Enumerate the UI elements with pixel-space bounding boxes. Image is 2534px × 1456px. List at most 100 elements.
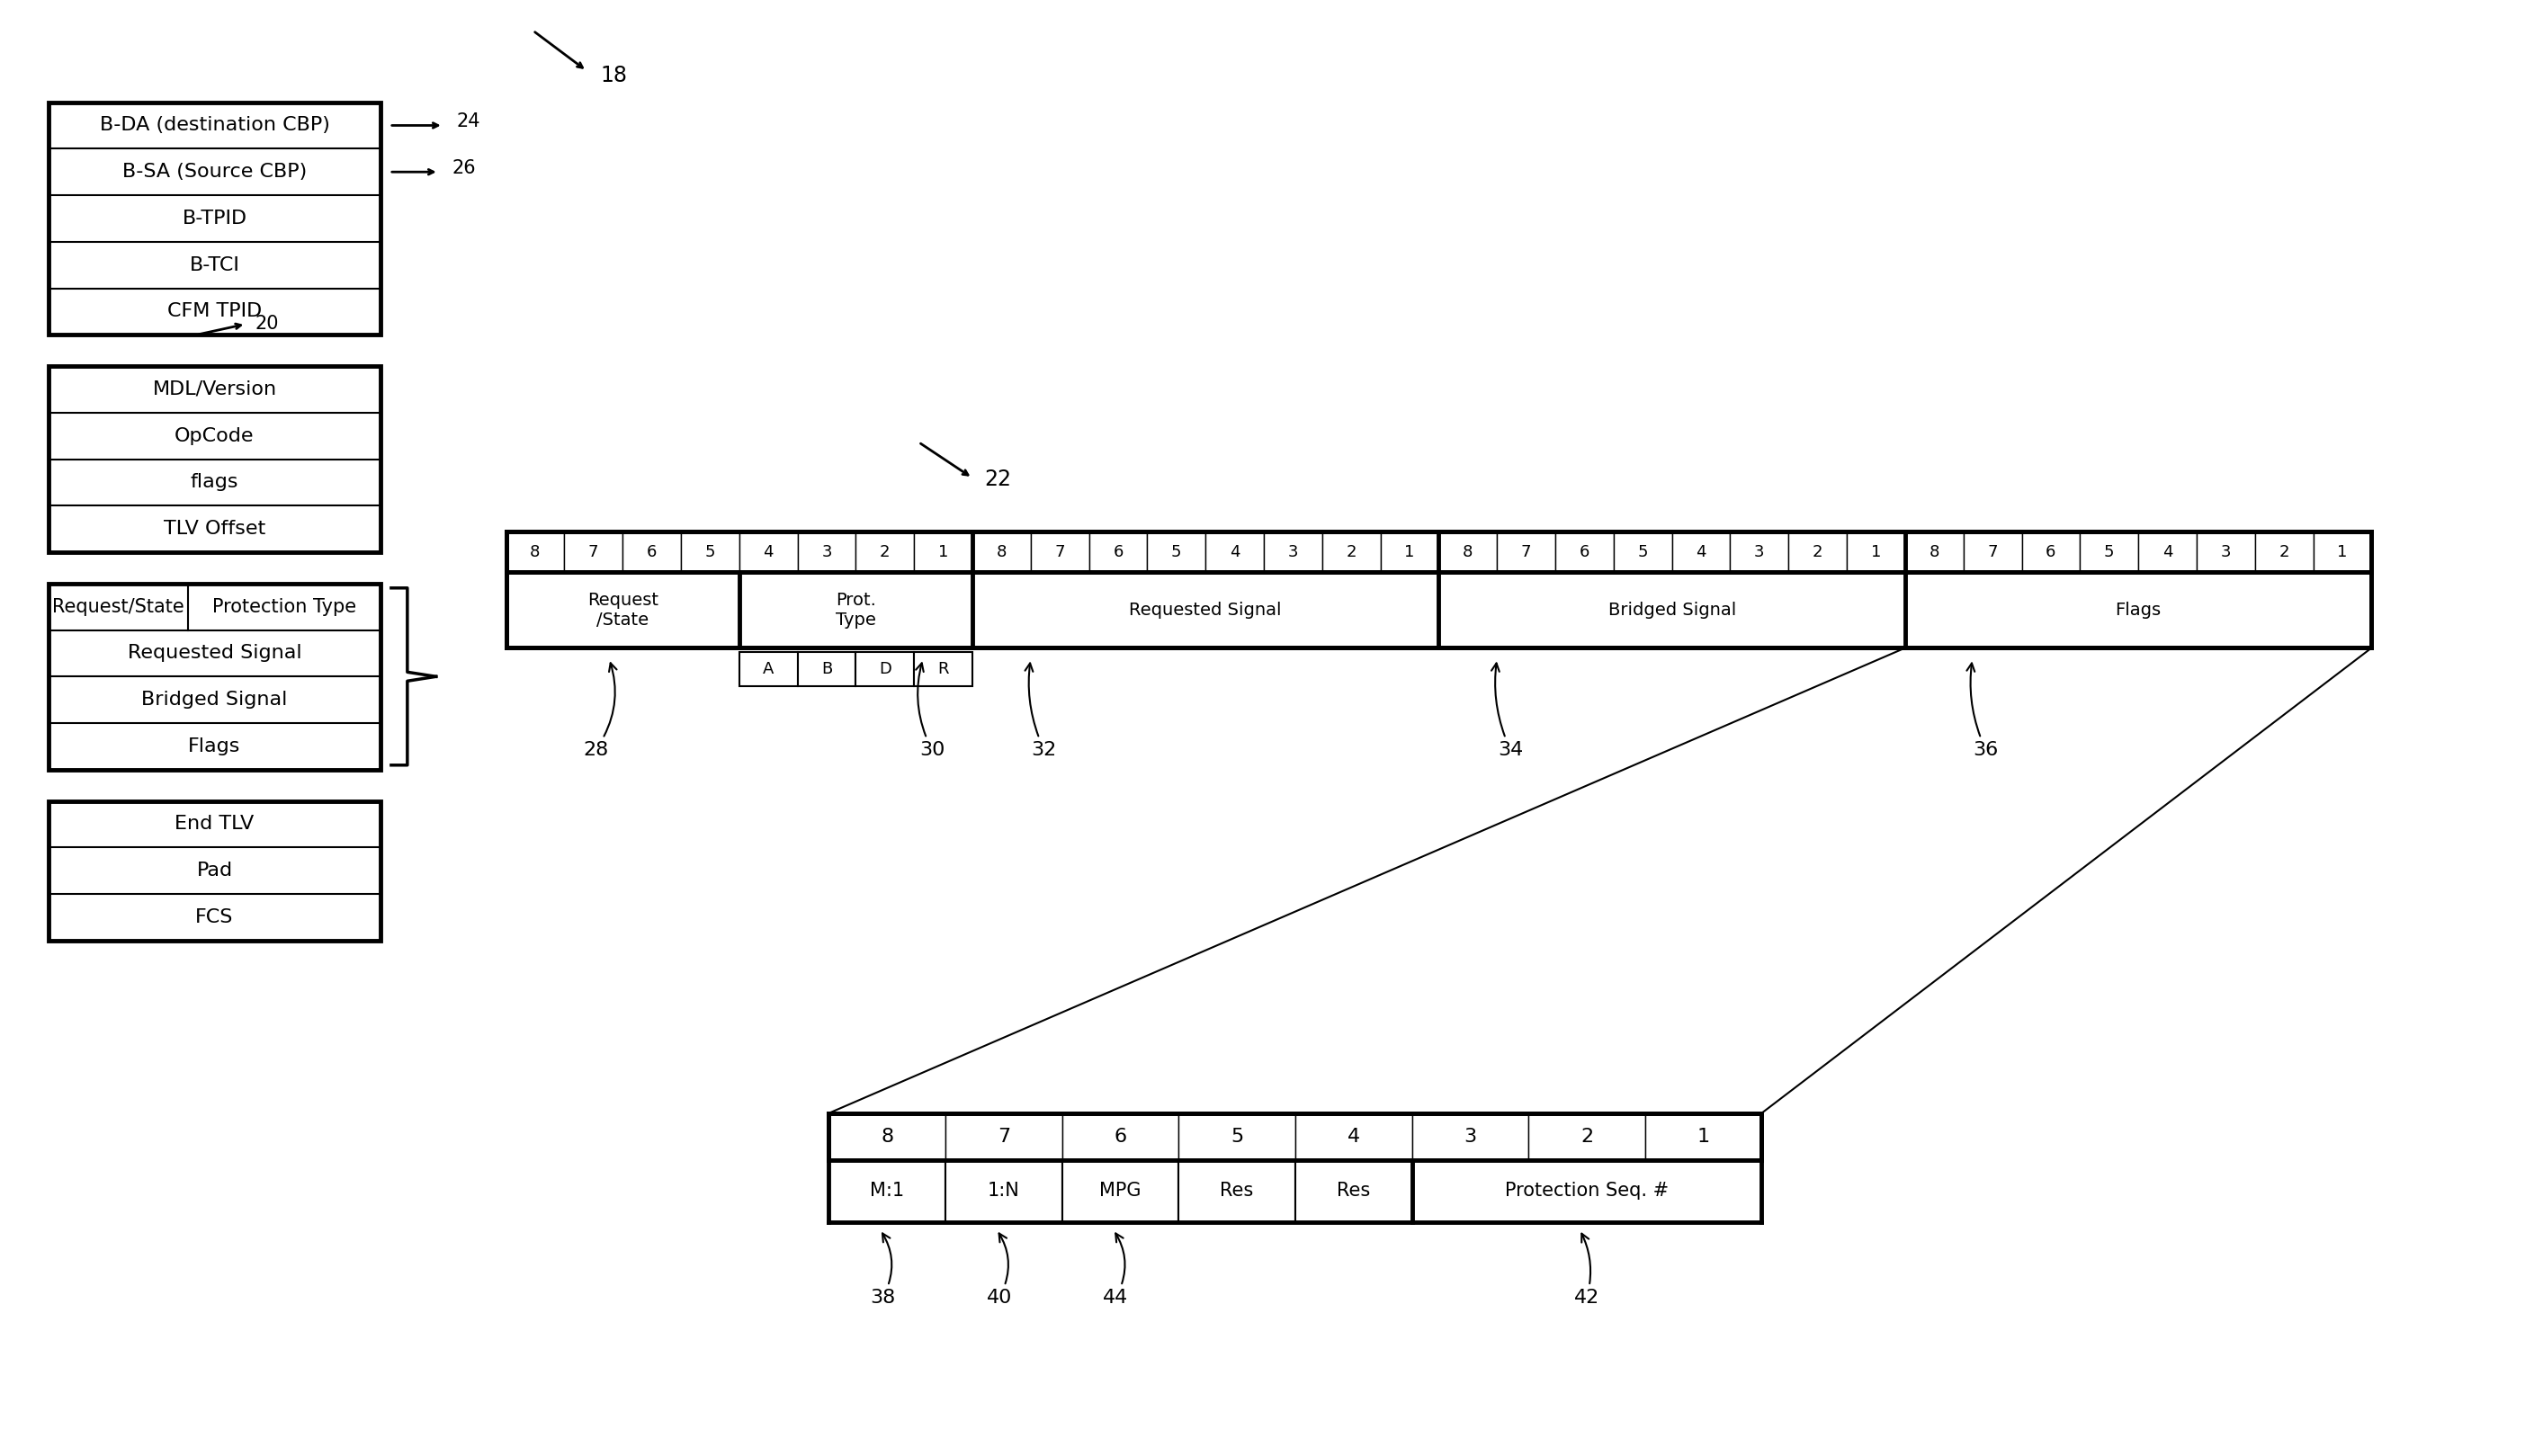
Text: R: R	[938, 661, 948, 677]
Bar	[1295, 1159, 1411, 1223]
Bar	[48, 102, 380, 335]
Bar	[856, 531, 915, 572]
Bar	[682, 531, 740, 572]
Text: 8: 8	[530, 543, 540, 561]
Text: 8: 8	[1928, 543, 1939, 561]
Text: 44: 44	[1102, 1233, 1128, 1306]
Bar	[973, 572, 1439, 648]
Text: 6: 6	[1115, 1127, 1128, 1146]
Bar	[1031, 531, 1090, 572]
Text: 1:N: 1:N	[988, 1182, 1019, 1200]
Text: B: B	[821, 661, 831, 677]
Text: MPG: MPG	[1100, 1182, 1140, 1200]
Bar	[1556, 531, 1614, 572]
Text: 4: 4	[1348, 1127, 1361, 1146]
Bar	[1264, 531, 1323, 572]
Text: 7: 7	[1054, 543, 1064, 561]
Bar	[2080, 531, 2139, 572]
Text: 6: 6	[1579, 543, 1589, 561]
Text: Requested Signal: Requested Signal	[1130, 601, 1282, 619]
Text: 3: 3	[1465, 1127, 1477, 1146]
Bar	[1789, 531, 1847, 572]
Text: End TLV: End TLV	[175, 815, 253, 833]
Text: Protection Seq. #: Protection Seq. #	[1505, 1182, 1670, 1200]
Text: D: D	[879, 661, 892, 677]
Bar	[973, 531, 1031, 572]
Text: B-DA (destination CBP): B-DA (destination CBP)	[99, 116, 329, 134]
Bar	[1847, 531, 1906, 572]
Text: Protection Type: Protection Type	[213, 598, 357, 616]
Text: flags: flags	[190, 473, 238, 492]
Text: 5: 5	[704, 543, 715, 561]
Bar	[507, 572, 740, 648]
Text: 38: 38	[869, 1233, 895, 1306]
Text: 5: 5	[1232, 1127, 1244, 1146]
Bar	[829, 1114, 945, 1159]
Text: 5: 5	[1637, 543, 1647, 561]
Bar	[1411, 1114, 1528, 1159]
Text: MDL/Version: MDL/Version	[152, 380, 276, 399]
Text: 3: 3	[2220, 543, 2230, 561]
Text: 1: 1	[1404, 543, 1414, 561]
Bar	[1906, 572, 2372, 648]
Bar	[48, 584, 380, 770]
Text: 28: 28	[583, 662, 616, 759]
Bar	[829, 1159, 945, 1223]
Text: 1: 1	[2336, 543, 2346, 561]
Bar	[945, 1114, 1062, 1159]
Bar	[565, 531, 623, 572]
Text: 2: 2	[2278, 543, 2288, 561]
Text: 20: 20	[256, 314, 279, 333]
Text: 6: 6	[2045, 543, 2055, 561]
Bar	[915, 531, 973, 572]
Text: Bridged Signal: Bridged Signal	[1609, 601, 1736, 619]
Text: A: A	[763, 661, 773, 677]
Text: 7: 7	[998, 1127, 1011, 1146]
Bar	[1906, 531, 1964, 572]
Text: 7: 7	[1987, 543, 1997, 561]
Bar	[856, 652, 915, 686]
Bar	[507, 572, 2372, 648]
Text: 2: 2	[1346, 543, 1356, 561]
Text: B-TPID: B-TPID	[182, 210, 246, 227]
Bar	[48, 365, 380, 552]
Text: Requested Signal: Requested Signal	[127, 645, 302, 662]
Bar	[1178, 1114, 1295, 1159]
Bar	[1645, 1114, 1761, 1159]
Text: 40: 40	[986, 1233, 1011, 1306]
Text: 5: 5	[1171, 543, 1181, 561]
Text: 7: 7	[588, 543, 598, 561]
Bar	[1206, 531, 1264, 572]
Text: 22: 22	[983, 469, 1011, 491]
Text: 8: 8	[996, 543, 1006, 561]
Text: CFM TPID: CFM TPID	[167, 303, 261, 320]
Text: 36: 36	[1966, 664, 1999, 759]
Bar	[1439, 572, 1906, 648]
Bar	[1528, 1114, 1645, 1159]
Text: 34: 34	[1493, 664, 1523, 759]
Text: 2: 2	[1812, 543, 1822, 561]
Text: 4: 4	[1229, 543, 1239, 561]
Bar	[829, 1114, 1761, 1159]
Bar	[915, 652, 973, 686]
Bar	[1148, 531, 1206, 572]
Text: 2: 2	[1581, 1127, 1594, 1146]
Text: 26: 26	[451, 159, 476, 178]
Bar	[1323, 531, 1381, 572]
Text: 3: 3	[1287, 543, 1297, 561]
Text: 24: 24	[456, 114, 481, 131]
Text: 8: 8	[1462, 543, 1472, 561]
Text: 1: 1	[938, 543, 948, 561]
Text: 7: 7	[1520, 543, 1531, 561]
Bar	[1439, 531, 1498, 572]
Bar	[2314, 531, 2372, 572]
Text: Res: Res	[1221, 1182, 1254, 1200]
Text: FCS: FCS	[195, 909, 233, 926]
Text: 8: 8	[882, 1127, 895, 1146]
Bar	[1731, 531, 1789, 572]
Bar	[740, 531, 798, 572]
Bar	[798, 531, 856, 572]
Text: TLV Offset: TLV Offset	[165, 520, 266, 537]
Text: 42: 42	[1574, 1233, 1599, 1306]
Bar	[623, 531, 682, 572]
